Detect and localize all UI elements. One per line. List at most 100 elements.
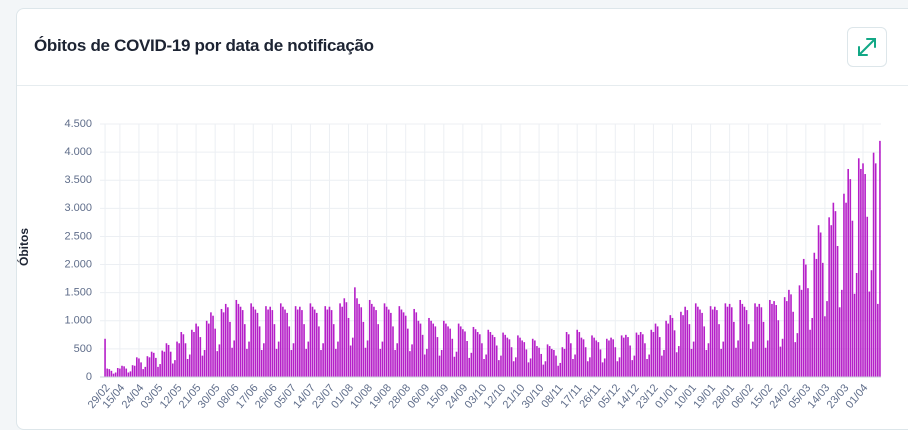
bar <box>127 372 130 377</box>
bar <box>284 309 286 377</box>
bar <box>855 272 858 377</box>
page: {"chart_data":{"type":"bar","title":"Óbi… <box>16 8 908 430</box>
bar <box>457 323 460 377</box>
bar <box>282 306 284 377</box>
bar <box>407 328 409 377</box>
bar <box>697 306 699 377</box>
bar <box>690 348 693 377</box>
bar <box>620 335 623 377</box>
bar <box>292 343 295 377</box>
bar <box>601 362 604 377</box>
bar <box>608 340 610 377</box>
bar <box>373 306 375 377</box>
bar <box>879 140 881 377</box>
bar <box>805 264 807 377</box>
bar <box>195 323 197 377</box>
bar <box>699 309 701 377</box>
expand-button[interactable] <box>847 27 887 67</box>
bar <box>343 298 346 377</box>
bar <box>745 310 748 377</box>
bar <box>527 362 530 377</box>
bar <box>519 337 521 377</box>
bar <box>432 323 435 377</box>
bar <box>265 306 267 377</box>
bar <box>421 334 424 377</box>
bar <box>470 352 473 377</box>
bar <box>783 297 786 377</box>
bar <box>423 354 426 377</box>
bar <box>868 291 871 377</box>
bar <box>512 361 515 377</box>
bar <box>536 346 538 377</box>
bar <box>656 326 659 377</box>
bar <box>504 334 507 377</box>
bar <box>644 343 646 377</box>
bar <box>121 365 123 377</box>
y-tick-label: 3.000 <box>64 202 92 214</box>
bar <box>684 306 686 377</box>
bar <box>614 347 617 377</box>
bar <box>828 217 830 377</box>
bar <box>485 354 487 377</box>
y-tick-label: 3.500 <box>64 174 92 186</box>
bar <box>112 373 115 377</box>
bar <box>409 351 411 377</box>
bar <box>819 232 822 377</box>
bar <box>385 306 388 377</box>
bar <box>466 341 468 377</box>
bar <box>584 347 587 377</box>
bar <box>860 168 862 377</box>
bar <box>440 350 443 377</box>
y-tick-label: 2.500 <box>64 230 92 242</box>
bar <box>502 332 504 377</box>
bar <box>705 350 708 377</box>
bar <box>447 326 449 377</box>
bar <box>830 225 833 377</box>
bar <box>199 337 202 377</box>
bar <box>688 324 691 377</box>
bar <box>694 303 697 377</box>
bar <box>172 363 174 377</box>
bar <box>330 310 333 377</box>
bar <box>235 299 238 377</box>
bar <box>186 359 189 377</box>
bar <box>779 346 782 377</box>
chart-title: Óbitos de COVID-19 por data de notificaç… <box>34 36 374 55</box>
bar <box>116 368 119 377</box>
bar <box>358 303 360 377</box>
bar <box>802 258 805 377</box>
bar <box>534 340 536 377</box>
bar <box>254 309 257 377</box>
bar <box>616 361 619 377</box>
bar <box>267 309 269 377</box>
bar <box>341 306 343 377</box>
bar <box>493 337 496 377</box>
bar <box>836 246 839 377</box>
bar <box>362 321 365 377</box>
bar <box>523 342 526 377</box>
bar <box>335 348 337 377</box>
bar <box>872 152 875 377</box>
chart: Óbitos 0 500 1.000 1.500 2.000 2.500 3.000 3.50… <box>16 118 881 411</box>
bar <box>356 298 358 377</box>
bar <box>182 334 185 377</box>
bar <box>214 328 216 377</box>
bar <box>864 174 866 377</box>
bar <box>665 320 667 377</box>
bar <box>307 341 310 377</box>
bar <box>428 317 430 377</box>
bar <box>739 299 742 377</box>
bar <box>673 330 676 377</box>
bar <box>402 312 405 377</box>
bar <box>216 351 219 377</box>
bar <box>707 343 710 377</box>
bar <box>561 347 564 377</box>
bar <box>322 343 324 377</box>
y-tick-label: 4.500 <box>64 118 92 130</box>
bar <box>129 371 132 377</box>
bar <box>671 317 674 377</box>
bar <box>599 349 602 377</box>
y-axis-label: Óbitos <box>16 228 31 266</box>
bar <box>390 312 392 377</box>
bar <box>686 310 689 377</box>
